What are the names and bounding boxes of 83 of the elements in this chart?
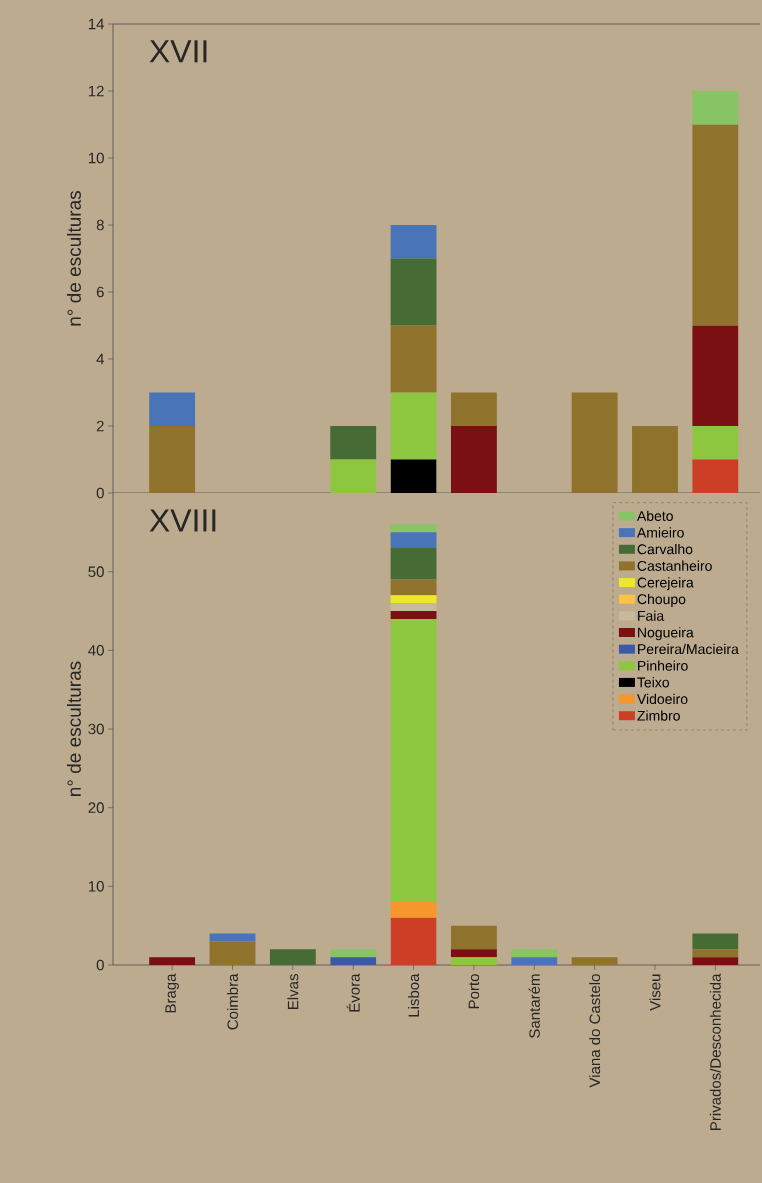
bar xyxy=(390,618,437,903)
bar xyxy=(330,957,377,966)
y-tick-label: 2 xyxy=(96,420,104,432)
x-tick-label: Porto xyxy=(468,974,480,1009)
bar xyxy=(390,548,437,580)
bar xyxy=(692,949,739,958)
y-tick-label: 0 xyxy=(96,959,104,971)
bar xyxy=(390,524,437,533)
bar xyxy=(390,579,437,596)
legend-label: Pereira/Macieira xyxy=(638,643,739,655)
bar xyxy=(209,941,256,966)
y-axis-title: n° de esculturas xyxy=(66,661,81,796)
x-tick-label: Elvas xyxy=(287,974,299,1009)
bar xyxy=(330,949,377,958)
y-tick-label: 8 xyxy=(96,219,104,231)
bar xyxy=(450,392,497,427)
y-tick-label: 50 xyxy=(88,566,104,577)
x-tick-label: Lisboa xyxy=(408,973,420,1017)
legend-label: Vidoeiro xyxy=(636,693,688,705)
y-tick-label: 10 xyxy=(88,152,104,164)
y-tick-label: 14 xyxy=(88,18,105,30)
bar xyxy=(692,957,739,966)
bar xyxy=(511,949,558,958)
y-tick-label: 0 xyxy=(96,487,104,499)
bar xyxy=(571,957,618,966)
x-tick-label: Santarém xyxy=(528,974,540,1038)
legend-label: Choupo xyxy=(637,593,686,607)
bar xyxy=(390,258,437,326)
x-tick-label: Évora xyxy=(346,973,360,1012)
bar xyxy=(149,426,196,494)
bar xyxy=(692,91,739,125)
bar xyxy=(450,426,497,494)
bar xyxy=(149,957,196,966)
bar xyxy=(511,957,558,966)
legend-label: Pinheiro xyxy=(638,660,688,671)
bar xyxy=(390,392,437,460)
bar xyxy=(692,459,739,494)
legend-label: Abeto xyxy=(636,510,673,521)
bar xyxy=(390,532,437,549)
bar xyxy=(692,325,739,427)
bar xyxy=(330,426,377,460)
legend-label: Teixo xyxy=(637,677,670,688)
bar xyxy=(390,603,437,612)
chart-title: XVIII xyxy=(149,509,216,532)
chart-title: XVII xyxy=(149,40,207,63)
y-tick-label: 30 xyxy=(88,723,104,735)
bar xyxy=(692,933,739,950)
legend-label: Zimbro xyxy=(637,710,680,721)
bar xyxy=(571,392,618,494)
bar xyxy=(390,595,437,604)
x-tick-label: Braga xyxy=(165,973,179,1013)
bar xyxy=(330,459,377,494)
y-tick-label: 4 xyxy=(96,353,105,365)
bar xyxy=(632,426,678,494)
bar xyxy=(390,325,437,393)
bar xyxy=(390,902,437,918)
y-tick-label: 10 xyxy=(88,881,104,892)
bar xyxy=(692,124,739,326)
legend-label: Carvalho xyxy=(637,543,693,555)
x-tick-label: Viana do Castelo xyxy=(589,974,601,1088)
bar xyxy=(149,392,196,427)
bar xyxy=(390,917,437,966)
bar xyxy=(269,949,316,966)
legend-label: Amieiro xyxy=(636,527,684,538)
bar xyxy=(450,925,497,950)
y-tick-label: 12 xyxy=(88,85,104,97)
bar xyxy=(390,611,437,619)
bar xyxy=(390,225,437,259)
legend-label: Faia xyxy=(638,610,665,621)
legend-label: Cerejeira xyxy=(637,577,694,591)
legend-label: Castanheiro xyxy=(637,560,712,571)
legend-label: Nogueira xyxy=(638,627,694,641)
y-tick-label: 20 xyxy=(88,802,104,813)
x-tick-label: Viseu xyxy=(649,974,661,1011)
y-tick-label: 40 xyxy=(88,645,104,656)
bar xyxy=(390,459,437,494)
x-tick-label: Coimbra xyxy=(226,973,238,1030)
bar xyxy=(450,957,497,966)
y-tick-label: 6 xyxy=(96,286,104,298)
x-tick-label: Privados/Desconhecida xyxy=(709,973,721,1130)
bar xyxy=(450,949,497,958)
y-axis-title: n° de esculturas xyxy=(66,191,81,326)
bar xyxy=(692,426,739,460)
